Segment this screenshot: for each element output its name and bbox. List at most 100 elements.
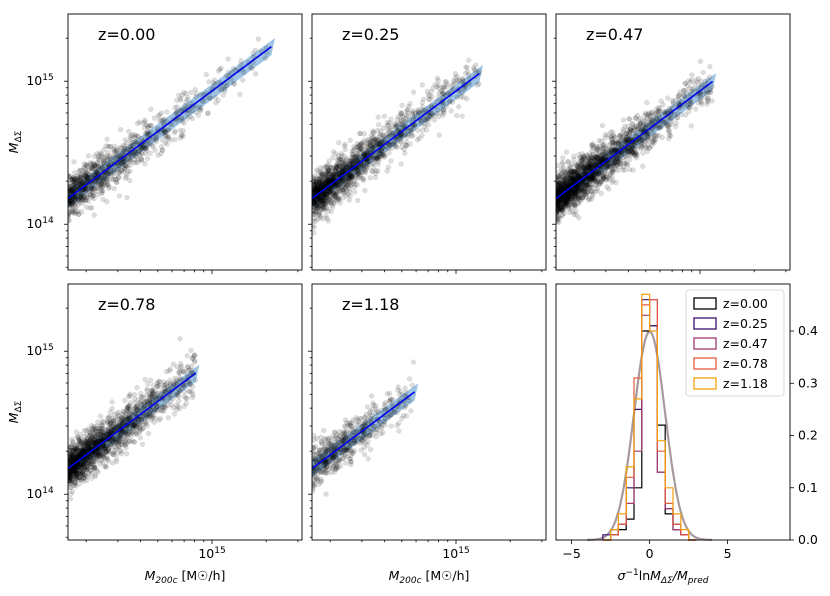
data-point — [343, 178, 350, 185]
data-point — [633, 130, 640, 136]
data-point — [575, 175, 581, 182]
data-point — [345, 178, 352, 184]
data-point — [322, 191, 328, 197]
data-point — [448, 87, 455, 93]
data-point — [596, 181, 602, 187]
data-point — [398, 121, 404, 127]
data-point — [369, 145, 376, 152]
data-point — [75, 193, 81, 200]
data-point — [382, 135, 388, 141]
data-point — [198, 107, 204, 114]
data-point — [616, 137, 622, 144]
data-point — [364, 165, 370, 172]
data-point — [355, 146, 362, 152]
data-point — [206, 79, 212, 85]
data-point — [567, 174, 573, 181]
data-point — [104, 178, 110, 184]
data-point — [591, 156, 597, 163]
data-point — [326, 187, 333, 193]
data-point — [666, 136, 672, 142]
data-point — [633, 150, 639, 156]
data-point — [602, 135, 608, 141]
data-point — [608, 148, 614, 154]
data-point — [575, 166, 581, 172]
data-point — [312, 183, 317, 189]
data-point — [644, 148, 651, 155]
data-point — [144, 124, 151, 130]
data-point — [564, 174, 570, 181]
data-point — [91, 186, 97, 192]
data-point — [419, 107, 425, 113]
data-point — [99, 181, 105, 187]
data-point — [105, 143, 111, 149]
data-point — [556, 178, 561, 184]
data-point — [579, 188, 585, 194]
data-point — [664, 95, 671, 101]
data-point — [317, 194, 323, 201]
data-point — [450, 86, 456, 92]
data-point — [316, 195, 322, 201]
data-point — [144, 132, 151, 138]
data-point — [343, 161, 349, 167]
data-point — [346, 173, 353, 179]
data-point — [579, 168, 585, 175]
data-point — [330, 171, 336, 177]
data-point — [325, 189, 332, 195]
data-point — [659, 134, 665, 141]
data-point — [565, 159, 571, 165]
data-point — [90, 194, 96, 200]
data-point — [695, 85, 701, 91]
data-point — [312, 200, 317, 206]
data-point — [318, 169, 325, 175]
data-point — [327, 170, 333, 176]
data-point — [313, 175, 319, 182]
data-point — [339, 169, 345, 176]
data-point — [559, 185, 565, 191]
data-point — [105, 157, 111, 163]
data-point — [139, 151, 145, 157]
data-point — [373, 156, 379, 162]
data-point — [312, 230, 317, 236]
data-point — [323, 195, 329, 202]
data-point — [326, 171, 332, 177]
data-point — [427, 93, 433, 99]
data-point — [320, 183, 326, 189]
data-point — [568, 176, 574, 182]
data-point — [85, 186, 91, 192]
data-point — [398, 132, 404, 139]
data-point — [320, 203, 326, 209]
data-point — [610, 169, 616, 176]
data-point — [590, 188, 596, 195]
data-point — [352, 182, 359, 188]
data-point — [357, 173, 363, 179]
data-point — [326, 193, 333, 199]
data-point — [68, 201, 75, 208]
data-point — [145, 140, 151, 146]
data-point — [626, 148, 632, 154]
data-point — [119, 160, 125, 166]
data-point — [653, 116, 659, 122]
data-point — [581, 192, 587, 198]
data-point — [314, 184, 320, 190]
data-point — [675, 94, 682, 100]
data-point — [123, 163, 129, 169]
data-point — [452, 74, 458, 81]
data-point — [356, 142, 362, 149]
data-point — [574, 185, 580, 191]
data-point — [637, 121, 643, 128]
data-point — [642, 110, 649, 116]
data-point — [588, 182, 594, 189]
data-point — [565, 182, 571, 188]
data-point — [356, 154, 362, 160]
data-point — [126, 153, 133, 160]
data-point — [370, 155, 377, 162]
data-point — [354, 181, 360, 188]
data-point — [314, 188, 320, 194]
data-point — [570, 174, 577, 180]
data-point — [571, 169, 577, 175]
data-point — [422, 123, 428, 129]
data-point — [142, 145, 148, 151]
data-point — [588, 175, 594, 181]
